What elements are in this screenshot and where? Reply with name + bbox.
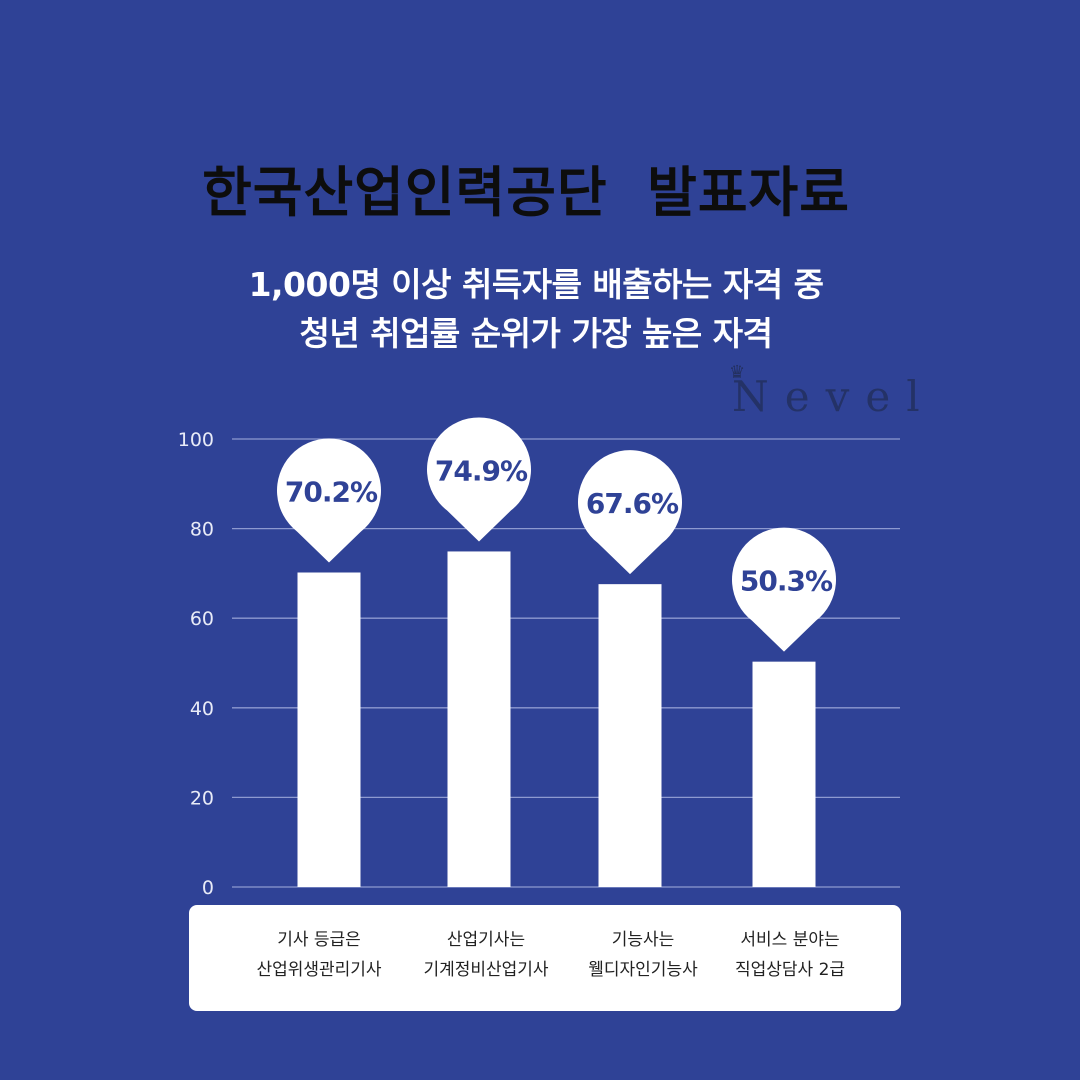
page-title: 한국산업인력공단 발표자료 (202, 161, 850, 224)
y-tick-label-20: 20 (190, 787, 214, 809)
subtitle-line-1: 1,000명 이상 취득자를 배출하는 자격 중 (248, 265, 824, 304)
category-label-1-line-2: 산업위생관리기사 (256, 960, 382, 980)
subtitle-line-2: 청년 취업률 순위가 가장 높은 자격 (299, 314, 773, 353)
bar-4 (752, 661, 816, 887)
value-label-1: 70.2% (285, 476, 378, 509)
value-label-3: 67.6% (586, 487, 679, 520)
y-tick-label-60: 60 (190, 608, 214, 630)
value-pin-2 (426, 417, 531, 542)
value-label-4: 50.3% (740, 565, 833, 598)
category-label-2-line-1: 산업기사는 (446, 930, 526, 950)
bar-1 (297, 572, 361, 887)
category-label-2: 산업기사는 기계정비산업기사 (401, 925, 571, 985)
value-label-2: 74.9% (435, 454, 528, 487)
crown-icon: ♛ (729, 362, 746, 383)
category-label-4: 서비스 분야는 직업상담사 2급 (705, 925, 875, 985)
category-label-3: 기능사는 웰디자인기능사 (558, 925, 728, 985)
value-pin-4 (732, 527, 837, 652)
brand-logo: Nevel (732, 372, 936, 421)
category-label-2-line-2: 기계정비산업기사 (423, 960, 549, 980)
category-label-3-line-1: 기능사는 (611, 930, 675, 950)
bar-3 (598, 584, 662, 887)
category-label-box: 기사 등급은 산업위생관리기사 산업기사는 기계정비산업기사 기능사는 웰디자인… (189, 905, 901, 1011)
category-label-1: 기사 등급은 산업위생관리기사 (234, 925, 404, 985)
category-label-3-line-2: 웰디자인기능사 (588, 960, 698, 980)
value-pin-3 (578, 450, 683, 575)
bar-2 (447, 551, 511, 887)
y-tick-label-0: 0 (202, 877, 214, 899)
value-pin-1 (277, 438, 381, 563)
y-tick-label-40: 40 (190, 698, 214, 720)
category-label-4-line-2: 직업상담사 2급 (734, 960, 846, 980)
y-tick-label-100: 100 (178, 429, 214, 451)
category-label-4-line-1: 서비스 분야는 (740, 930, 840, 950)
y-tick-label-80: 80 (190, 519, 214, 541)
category-label-1-line-1: 기사 등급은 (277, 930, 361, 950)
